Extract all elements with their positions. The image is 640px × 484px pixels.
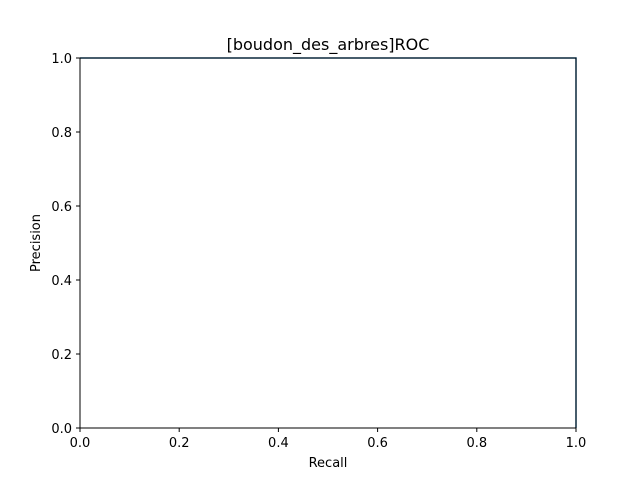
x-axis-label: Recall bbox=[309, 456, 348, 471]
x-tick-label-3: 0.6 bbox=[367, 436, 388, 451]
ticks-layer: 0.0 0.2 0.4 0.6 0.8 1.0 0.0 0.2 0.4 0.6 0.8 1.0 bbox=[51, 52, 586, 451]
y-tick-label-0: 0.0 bbox=[51, 422, 72, 437]
x-tick-label-1: 0.2 bbox=[169, 436, 190, 451]
y-axis-label: Precision bbox=[29, 214, 44, 272]
x-tick-label-5: 1.0 bbox=[566, 436, 587, 451]
y-tick-label-2: 0.4 bbox=[51, 274, 72, 289]
plot-background bbox=[80, 58, 576, 428]
y-tick-label-4: 0.8 bbox=[51, 126, 72, 141]
y-tick-label-5: 1.0 bbox=[51, 52, 72, 67]
chart-title: [boudon_des_arbres]ROC bbox=[227, 35, 430, 55]
plot-frame bbox=[79, 57, 577, 429]
x-tick-label-2: 0.4 bbox=[268, 436, 289, 451]
y-tick-label-1: 0.2 bbox=[51, 348, 72, 363]
x-tick-label-0: 0.0 bbox=[70, 436, 91, 451]
x-tick-label-4: 0.8 bbox=[466, 436, 487, 451]
y-tick-label-3: 0.6 bbox=[51, 200, 72, 215]
